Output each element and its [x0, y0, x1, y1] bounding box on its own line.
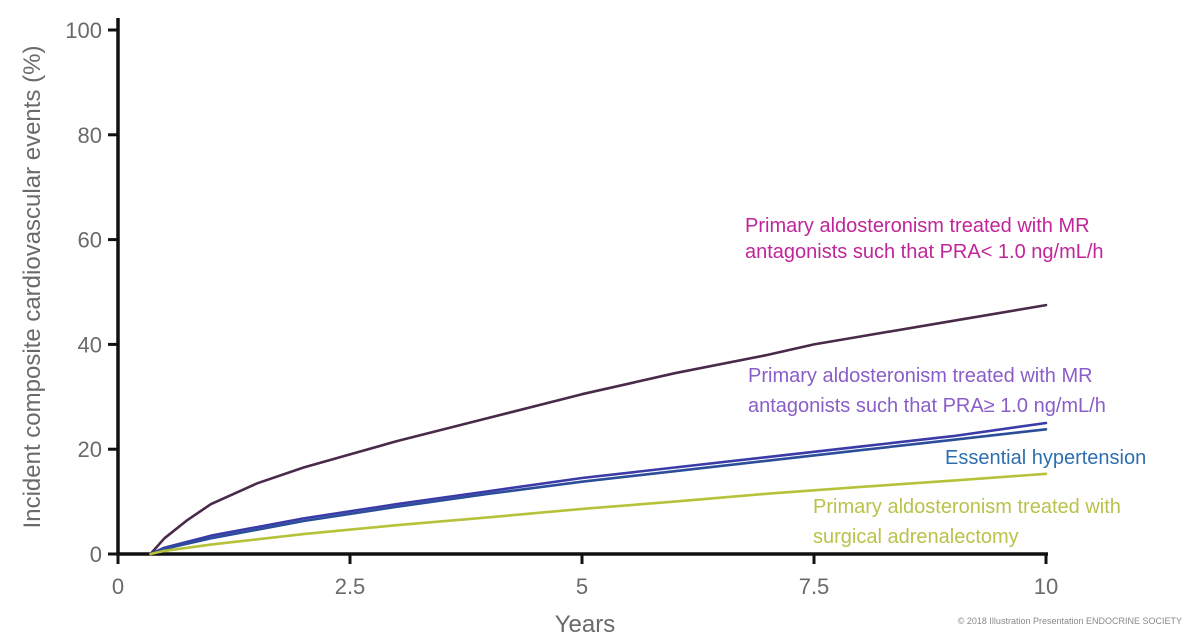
series-label-essential-hypertension-line-1: Essential hypertension [945, 447, 1146, 469]
x-ticks: 0 2.5 5 7.5 10 [112, 554, 1058, 599]
y-tick-label: 40 [78, 332, 102, 357]
x-tick-label: 2.5 [335, 574, 366, 599]
series-label-pa-adrenalectomy-line-1: Primary aldosteronism treated with [813, 496, 1121, 518]
x-tick-label: 0 [112, 574, 124, 599]
y-tick-label: 20 [78, 437, 102, 462]
series-line-essential-hypertension [149, 428, 1048, 556]
y-tick-label: 60 [78, 228, 102, 253]
series-lines [149, 303, 1048, 556]
series-label-pa-mra-pra-low-line-1: Primary aldosteronism treated with MR [745, 215, 1090, 237]
series-line-pa-mra-pra-high [149, 421, 1048, 556]
series-line-pa-mra-pra-low [149, 303, 1048, 556]
plot-area: 0 20 40 60 80 100 0 2.5 5 7.5 10 Primary aldoster… [65, 18, 1146, 599]
y-tick-label: 0 [90, 542, 102, 567]
y-tick-label: 80 [78, 123, 102, 148]
series-label-pa-mra-pra-low-line-2: antagonists such that PRA< 1.0 ng/mL/h [745, 241, 1104, 263]
x-tick-label: 7.5 [799, 574, 830, 599]
copyright-notice: © 2018 Illustration Presentation ENDOCRI… [958, 616, 1182, 626]
x-axis-title: Years [555, 611, 616, 638]
x-tick-label: 10 [1034, 574, 1058, 599]
series-line-pa-adrenalectomy [149, 472, 1048, 556]
series-label-pa-mra-pra-high-line-2: antagonists such that PRA≥ 1.0 ng/mL/h [748, 395, 1106, 417]
series-labels: Primary aldosteronism treated with MR ant… [745, 215, 1146, 548]
x-tick-label: 5 [576, 574, 588, 599]
series-label-pa-adrenalectomy-line-2: surgical adrenalectomy [813, 526, 1019, 548]
series-label-pa-mra-pra-high-line-1: Primary aldosteronism treated with MR [748, 365, 1093, 387]
y-axis-title: Incident composite cardiovascular events… [19, 46, 46, 529]
y-tick-label: 100 [65, 18, 102, 43]
y-ticks: 0 20 40 60 80 100 [65, 18, 118, 567]
